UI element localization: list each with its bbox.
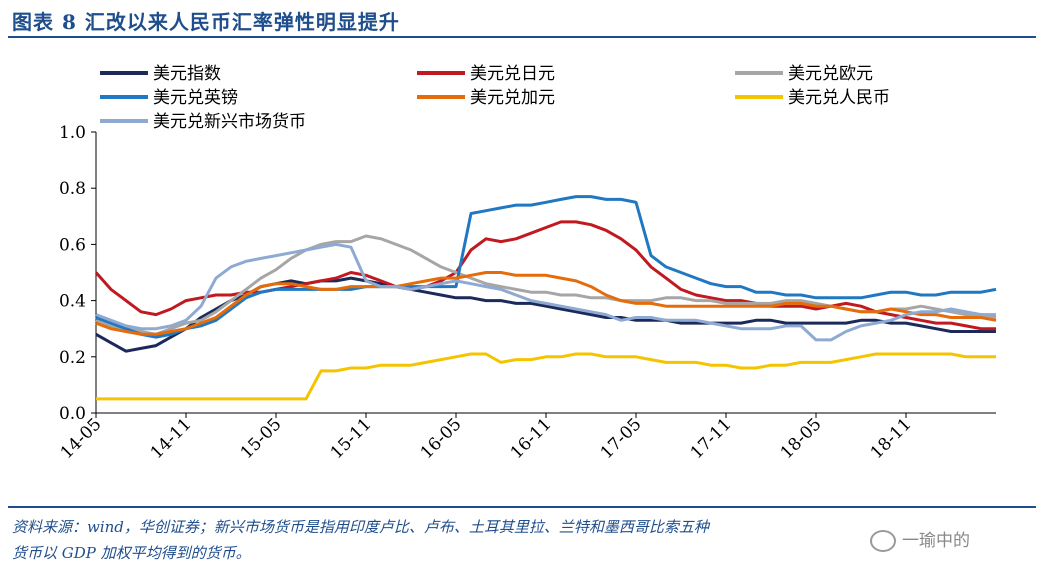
x-tick-label: 15-05 <box>237 414 286 463</box>
legend-label: 美元兑加元 <box>470 88 555 108</box>
legend-label: 美元兑英镑 <box>153 88 238 108</box>
source-note: 资料来源：wind，华创证券；新兴市场货币是指用印度卢比、卢布、土耳其里拉、兰特… <box>12 514 1042 566</box>
legend-label: 美元兑日元 <box>470 64 555 84</box>
legend-label: 美元兑人民币 <box>788 88 890 108</box>
y-tick-label: 0.4 <box>59 292 86 312</box>
series-line-0 <box>95 276 996 353</box>
x-tick-label: 15-11 <box>327 414 376 463</box>
top-divider <box>8 36 1036 38</box>
series-line-5 <box>96 352 996 401</box>
y-tick-label: 0.8 <box>59 179 86 199</box>
series-line-3 <box>95 195 997 339</box>
chart-title-bar: 图表 8 汇改以来人民币汇率弹性明显提升 <box>12 6 1040 34</box>
wechat-icon <box>870 530 896 552</box>
legend-label: 美元兑欧元 <box>788 64 873 84</box>
watermark: 一瑜中的 <box>870 526 970 552</box>
page-title: 图表 8 汇改以来人民币汇率弹性明显提升 <box>12 10 400 34</box>
y-tick-label: 0.6 <box>59 235 86 255</box>
series-line-6 <box>95 242 996 342</box>
y-tick-label: 0.0 <box>59 404 86 424</box>
series-line-4 <box>95 271 997 336</box>
watermark-label: 一瑜中的 <box>902 531 970 551</box>
source-note-line1: 资料来源：wind，华创证券；新兴市场货币是指用印度卢比、卢布、土耳其里拉、兰特… <box>12 518 709 536</box>
legend-label: 美元兑新兴市场货币 <box>153 112 306 132</box>
source-note-line2: 货币以 GDP 加权平均得到的货币。 <box>12 544 251 562</box>
x-tick-label: 18-11 <box>867 414 916 463</box>
legend-label: 美元指数 <box>153 64 221 84</box>
x-tick-label: 17-11 <box>687 414 736 463</box>
series-line-1 <box>94 220 996 331</box>
y-tick-label: 0.2 <box>59 348 86 368</box>
x-tick-label: 18-05 <box>777 414 826 463</box>
x-tick-label: 16-05 <box>417 414 466 463</box>
x-tick-label: 16-11 <box>507 414 556 463</box>
bottom-divider <box>8 506 1036 508</box>
x-tick-label: 17-05 <box>597 414 646 463</box>
axes: 0.00.20.40.60.81.014-05 14-11 15-05 15-11 16… <box>57 123 996 463</box>
series-layer <box>94 195 997 401</box>
x-tick-label: 14-11 <box>147 414 196 463</box>
y-tick-label: 1.0 <box>59 123 86 143</box>
